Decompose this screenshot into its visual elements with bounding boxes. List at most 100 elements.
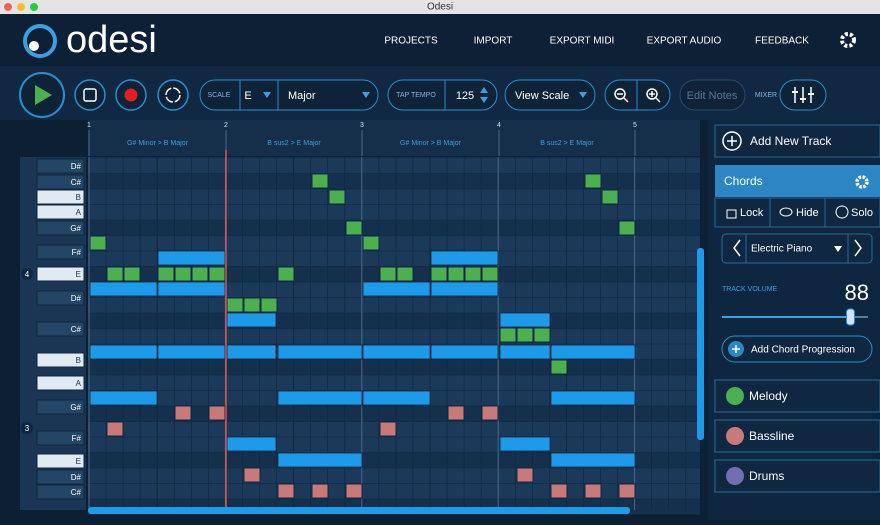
white-key[interactable] (36, 352, 85, 368)
play-button[interactable] (19, 72, 65, 118)
add-progression-button[interactable] (721, 335, 873, 363)
melody-note[interactable] (516, 327, 534, 343)
chord-note[interactable] (362, 344, 431, 360)
melody-note[interactable] (618, 220, 636, 236)
melody-note[interactable] (157, 266, 175, 282)
melody-note[interactable] (243, 297, 261, 313)
scale-key[interactable]: E (244, 90, 251, 102)
chord-note[interactable] (157, 281, 226, 297)
chord-label[interactable]: G# Minor > B Major (127, 140, 189, 147)
chord-note[interactable] (550, 390, 636, 406)
bass-note[interactable] (481, 405, 499, 421)
horizontal-scrollbar[interactable] (88, 507, 630, 514)
chord-note[interactable] (89, 281, 158, 297)
bass-note[interactable] (516, 467, 534, 483)
melody-note[interactable] (464, 266, 482, 282)
zoom-out-button[interactable] (614, 88, 629, 103)
edit-notes[interactable]: Edit Notes (687, 90, 738, 102)
melody-note[interactable] (345, 220, 363, 236)
black-key[interactable] (36, 399, 85, 415)
chord-note[interactable] (362, 281, 431, 297)
black-key[interactable] (36, 469, 85, 485)
bass-note[interactable] (208, 405, 226, 421)
melody-note[interactable] (260, 297, 278, 313)
stop-button[interactable] (74, 79, 106, 111)
view-scale-selector[interactable] (504, 79, 596, 111)
chord-note[interactable] (430, 344, 499, 360)
zoom-in-button[interactable] (646, 88, 661, 103)
chord-label[interactable]: B sus2 > E Major (540, 140, 594, 147)
zoom-button[interactable] (30, 3, 38, 11)
bass-note[interactable] (618, 483, 636, 499)
white-key[interactable] (36, 453, 85, 469)
white-key[interactable] (36, 375, 85, 391)
bass-note[interactable] (447, 405, 465, 421)
black-key[interactable] (36, 290, 85, 306)
settings-icon[interactable] (840, 32, 856, 48)
instrument[interactable]: Electric Piano (751, 244, 813, 255)
chord-note[interactable] (157, 344, 226, 360)
melody-note[interactable] (174, 266, 192, 282)
melody-note[interactable] (89, 235, 107, 251)
chord-note[interactable] (499, 312, 551, 328)
tempo-stepper[interactable] (480, 87, 488, 103)
melody-note[interactable] (123, 266, 141, 282)
add-track-button[interactable] (714, 124, 880, 158)
nav-item[interactable]: IMPORT (474, 36, 513, 47)
track-name[interactable]: Melody (749, 389, 788, 403)
black-key[interactable] (36, 484, 85, 500)
chord-note[interactable] (430, 250, 499, 266)
melody-note[interactable] (430, 266, 448, 282)
chord-note[interactable] (89, 390, 158, 406)
chord-note[interactable] (89, 344, 158, 360)
chord-note[interactable] (499, 436, 551, 452)
scale-selector[interactable] (199, 79, 379, 111)
chord-note[interactable] (277, 344, 363, 360)
chord-note[interactable] (226, 436, 277, 452)
tempo-value[interactable]: 125 (456, 90, 474, 102)
melody-note[interactable] (311, 173, 329, 189)
tempo-control[interactable] (387, 79, 498, 111)
chord-note[interactable] (277, 390, 363, 406)
track-name[interactable]: Bassline (749, 429, 795, 443)
chord-label[interactable]: G# Minor > B Major (400, 140, 462, 147)
melody-note[interactable] (277, 266, 295, 282)
volume-knob[interactable] (845, 308, 855, 326)
instrument-selector[interactable] (721, 233, 873, 264)
close-button[interactable] (4, 3, 12, 11)
mixer-button[interactable] (779, 79, 827, 111)
chord-note[interactable] (277, 452, 363, 468)
bass-note[interactable] (243, 467, 261, 483)
view-scale[interactable]: View Scale (515, 90, 569, 102)
bass-note[interactable] (174, 405, 192, 421)
melody-note[interactable] (533, 327, 551, 343)
track-name[interactable]: Drums (749, 469, 784, 483)
chord-note[interactable] (226, 312, 277, 328)
chord-note[interactable] (430, 281, 499, 297)
melody-note[interactable] (362, 235, 380, 251)
record-button[interactable] (115, 79, 147, 111)
lock[interactable]: Lock (740, 207, 764, 219)
hide[interactable]: Hide (796, 207, 819, 219)
bass-note[interactable] (311, 483, 329, 499)
chord-note[interactable] (226, 344, 277, 360)
melody-note[interactable] (584, 173, 602, 189)
track-settings-icon[interactable] (855, 175, 869, 189)
bass-note[interactable] (379, 421, 397, 437)
melody-note[interactable] (481, 266, 499, 282)
bass-note[interactable] (584, 483, 602, 499)
solo[interactable]: Solo (851, 207, 873, 219)
chord-label[interactable]: B sus2 > E Major (267, 140, 321, 147)
nav-item[interactable]: FEEDBACK (755, 36, 809, 47)
chord-note[interactable] (550, 452, 636, 468)
bass-note[interactable] (277, 483, 295, 499)
black-key[interactable] (36, 158, 85, 174)
nav-item[interactable]: EXPORT MIDI (550, 36, 615, 47)
melody-note[interactable] (499, 327, 517, 343)
black-key[interactable] (36, 174, 85, 190)
nav-item[interactable]: PROJECTS (384, 36, 438, 47)
instrument-arrows[interactable] (733, 239, 862, 257)
add-track[interactable]: Add New Track (750, 134, 832, 148)
white-key[interactable] (36, 189, 85, 205)
chord-note[interactable] (499, 344, 551, 360)
